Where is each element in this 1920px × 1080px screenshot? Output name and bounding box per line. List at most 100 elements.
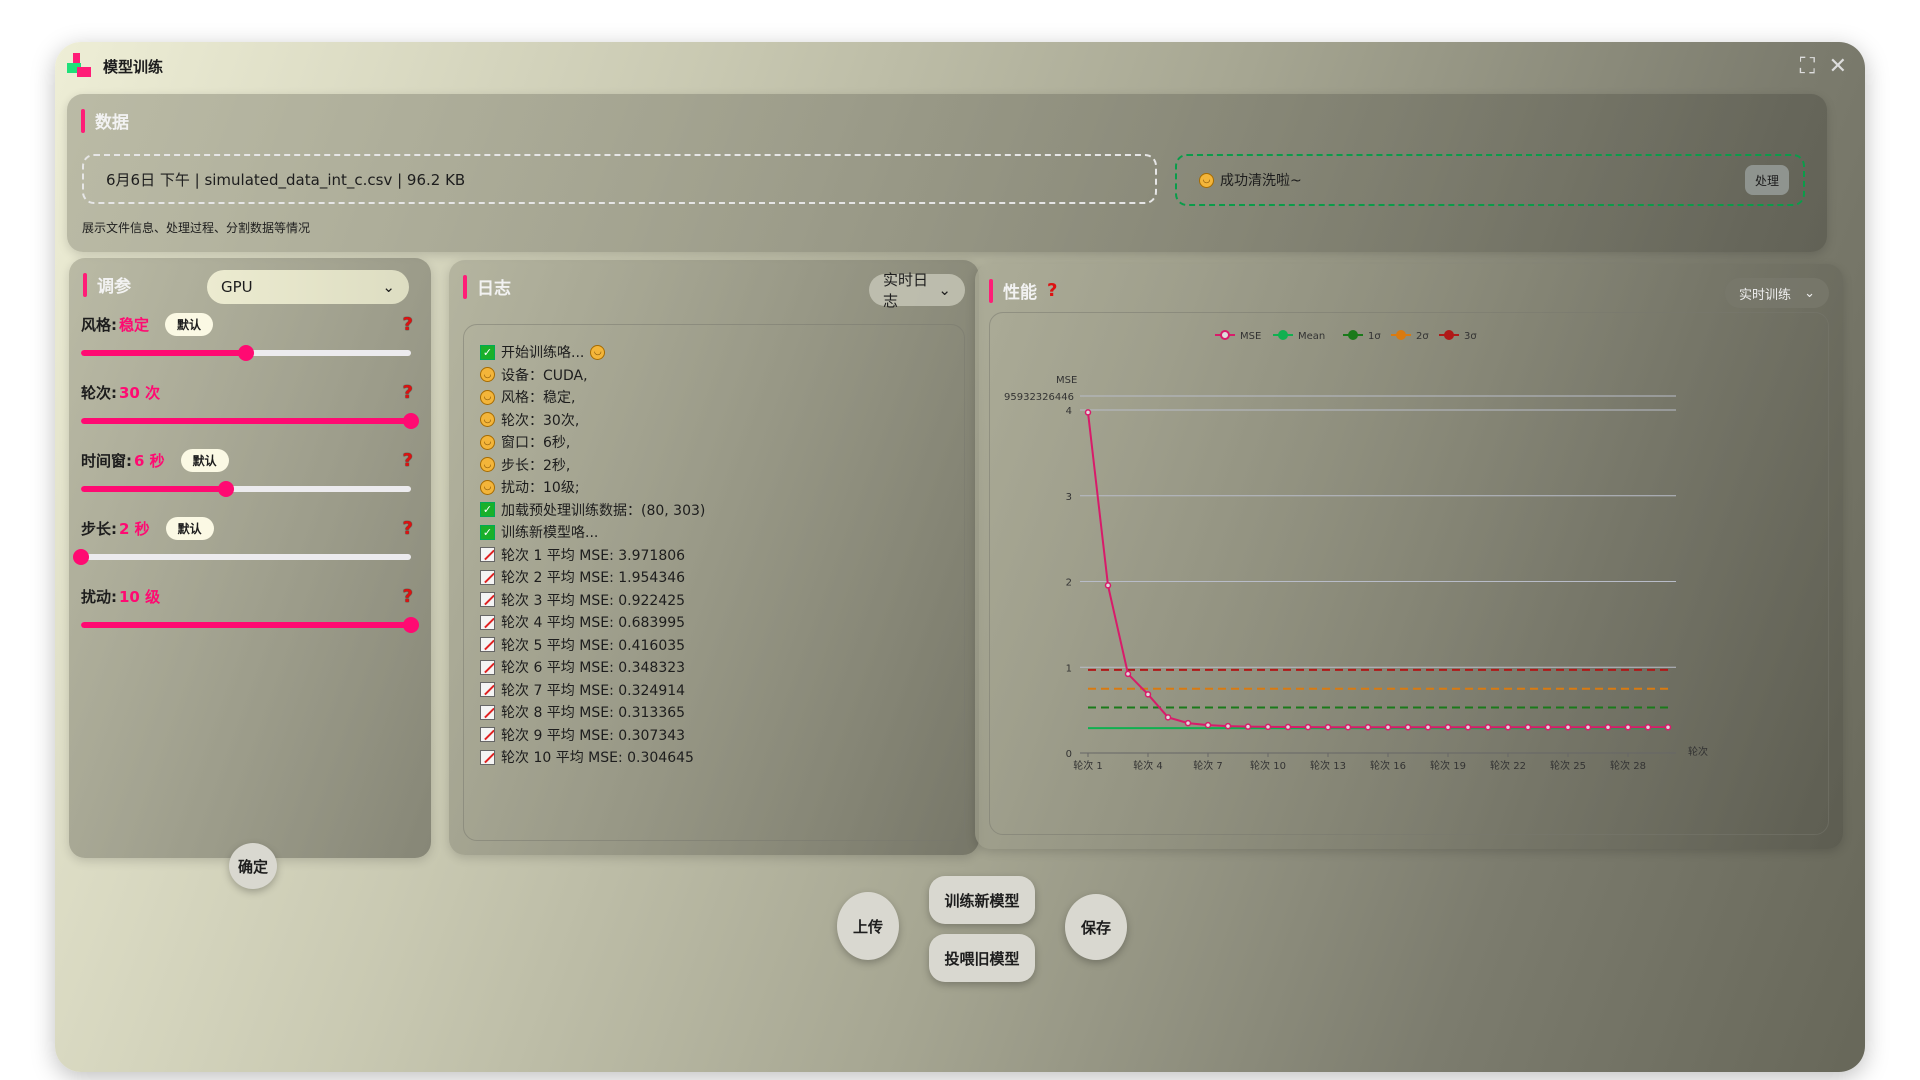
param-row: 时间窗: 6 秒默认? <box>81 448 413 472</box>
mse-point <box>1404 724 1412 731</box>
param-slider[interactable] <box>81 413 419 429</box>
check-icon: ✓ <box>480 502 495 518</box>
log-list: ✓ 开始训练咯... ◡ ◡ 设备：CUDA, ◡ 风格：稳定, ◡ 轮次：30次, ◡ 窗口：6秒… <box>463 324 965 841</box>
param-value: 10 级 <box>119 587 161 606</box>
slider-handle[interactable] <box>218 481 235 497</box>
default-button[interactable]: 默认 <box>165 516 214 540</box>
mse-point <box>1104 582 1112 589</box>
mse-point <box>1664 724 1672 731</box>
log-line: 轮次 7 平均 MSE: 0.324914 <box>480 679 948 702</box>
model-training-window: 模型训练 ⛶ ✕ 数据 6月6日 下午 | simulated_data_int… <box>55 42 1865 1072</box>
perf-mode-select[interactable]: 实时训练 ⌄ <box>1725 278 1829 308</box>
param-row: 风格: 稳定 默认? <box>81 312 413 336</box>
mse-point <box>1544 724 1552 731</box>
mse-point <box>1124 670 1132 678</box>
slider-handle[interactable] <box>403 617 419 633</box>
slider-fill <box>81 622 411 628</box>
mse-point <box>1584 724 1592 731</box>
top-label: 95932326446 <box>1004 392 1074 403</box>
window-title: 模型训练 <box>103 57 164 76</box>
param-slider[interactable] <box>81 481 411 497</box>
help-icon[interactable]: ? <box>402 381 413 403</box>
close-icon[interactable]: ✕ <box>1828 54 1847 79</box>
mse-point <box>1144 691 1152 698</box>
file-drop-zone[interactable]: 6月6日 下午 | simulated_data_int_c.csv | 96.… <box>82 154 1157 204</box>
help-icon[interactable]: ? <box>402 313 413 335</box>
smile-icon: ◡ <box>480 412 495 428</box>
smile-icon: ◡ <box>480 457 495 473</box>
legend-marker <box>1444 330 1454 340</box>
chart-icon <box>480 637 495 653</box>
chart-icon <box>480 547 495 563</box>
feed-old-model-button[interactable]: 投喂旧模型 <box>929 934 1035 982</box>
param-row: 步长: 2 秒默认? <box>81 516 413 540</box>
slider-handle[interactable] <box>73 549 89 565</box>
device-select[interactable]: GPU ⌄ <box>207 270 409 304</box>
mse-point <box>1184 719 1192 727</box>
log-text: 加载预处理训练数据：(80, 303) <box>501 502 706 519</box>
help-icon[interactable]: ? <box>402 517 413 539</box>
log-mode-value: 实时日志 <box>883 271 929 310</box>
help-icon[interactable]: ? <box>402 585 413 607</box>
log-text: 设备：CUDA, <box>501 367 588 384</box>
y-tick-label: 4 <box>1066 406 1072 417</box>
mse-point <box>1524 724 1532 731</box>
param-slider[interactable] <box>81 617 419 633</box>
mse-point <box>1084 409 1092 416</box>
x-tick-label: 轮次 13 <box>1310 759 1346 772</box>
chevron-down-icon: ⌄ <box>382 278 395 296</box>
upload-button[interactable]: 上传 <box>837 892 899 960</box>
log-text: 扰动：10级; <box>501 480 580 497</box>
mse-point <box>1164 714 1172 721</box>
default-button[interactable]: 默认 <box>165 312 214 336</box>
legend-label: 3σ <box>1464 331 1477 342</box>
y-tick-label: 1 <box>1066 663 1072 674</box>
param-label: 步长: <box>81 519 117 538</box>
help-icon[interactable]: ? <box>1047 280 1058 301</box>
slider-handle[interactable] <box>403 413 419 429</box>
train-new-model-button[interactable]: 训练新模型 <box>929 876 1035 924</box>
param-label: 风格: <box>81 315 117 334</box>
mse-point <box>1324 723 1332 731</box>
fullscreen-icon[interactable]: ⛶ <box>1799 54 1815 79</box>
chart-area: 95932326446 MSE 0 1 2 3 4 轮次 1 轮次 4 轮次 7 轮次 10 轮次 1… <box>989 312 1829 835</box>
title-bar: 模型训练 <box>67 48 163 84</box>
mse-point <box>1224 722 1232 730</box>
param-slider[interactable] <box>81 345 411 361</box>
save-button[interactable]: 保存 <box>1065 894 1127 960</box>
mse-point <box>1364 724 1372 731</box>
smile-icon: ◡ <box>590 344 606 360</box>
mse-point <box>1264 723 1272 731</box>
chart-icon <box>480 704 495 720</box>
slider-handle[interactable] <box>238 345 254 361</box>
data-panel-title: 数据 <box>95 113 129 133</box>
process-button[interactable]: 处理 <box>1744 165 1789 195</box>
smile-icon: ◡ <box>480 389 495 405</box>
param-value: 30 次 <box>119 383 161 402</box>
check-icon: ✓ <box>480 524 495 540</box>
param-slider[interactable] <box>73 549 411 565</box>
x-tick-label: 轮次 1 <box>1073 759 1103 772</box>
param-label: 轮次: <box>81 383 117 402</box>
log-mode-select[interactable]: 实时日志 ⌄ <box>869 271 965 310</box>
log-text: 轮次 2 平均 MSE: 1.954346 <box>501 570 686 587</box>
help-icon[interactable]: ? <box>402 449 413 471</box>
log-line: ◡ 窗口：6秒, <box>480 431 948 454</box>
x-tick-label: 轮次 28 <box>1610 759 1646 772</box>
check-icon: ✓ <box>480 344 495 360</box>
confirm-button[interactable]: 确定 <box>229 843 277 889</box>
legend-label: 1σ <box>1368 331 1381 342</box>
performance-panel-header: 性能? <box>989 278 1057 303</box>
smile-icon: ◡ <box>480 367 495 383</box>
device-value: GPU <box>221 278 253 296</box>
log-line: 轮次 4 平均 MSE: 0.683995 <box>480 611 948 634</box>
smile-icon: ◡ <box>1199 172 1214 188</box>
series-line-MSE <box>1087 412 1668 729</box>
params-panel: 调参 GPU ⌄ 风格: 稳定 默认? 轮次: 30 次? 时间窗: 6 秒默认? … <box>69 258 431 889</box>
mse-point <box>1444 724 1452 731</box>
default-button[interactable]: 默认 <box>180 448 229 472</box>
data-caption: 展示文件信息、处理过程、分割数据等情况 <box>82 221 311 235</box>
param-value: 2 秒 <box>119 519 150 538</box>
smile-icon: ◡ <box>480 434 495 450</box>
log-line: 轮次 9 平均 MSE: 0.307343 <box>480 724 948 747</box>
